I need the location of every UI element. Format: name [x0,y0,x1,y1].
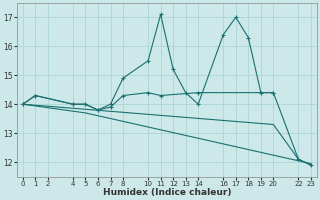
X-axis label: Humidex (Indice chaleur): Humidex (Indice chaleur) [103,188,231,197]
